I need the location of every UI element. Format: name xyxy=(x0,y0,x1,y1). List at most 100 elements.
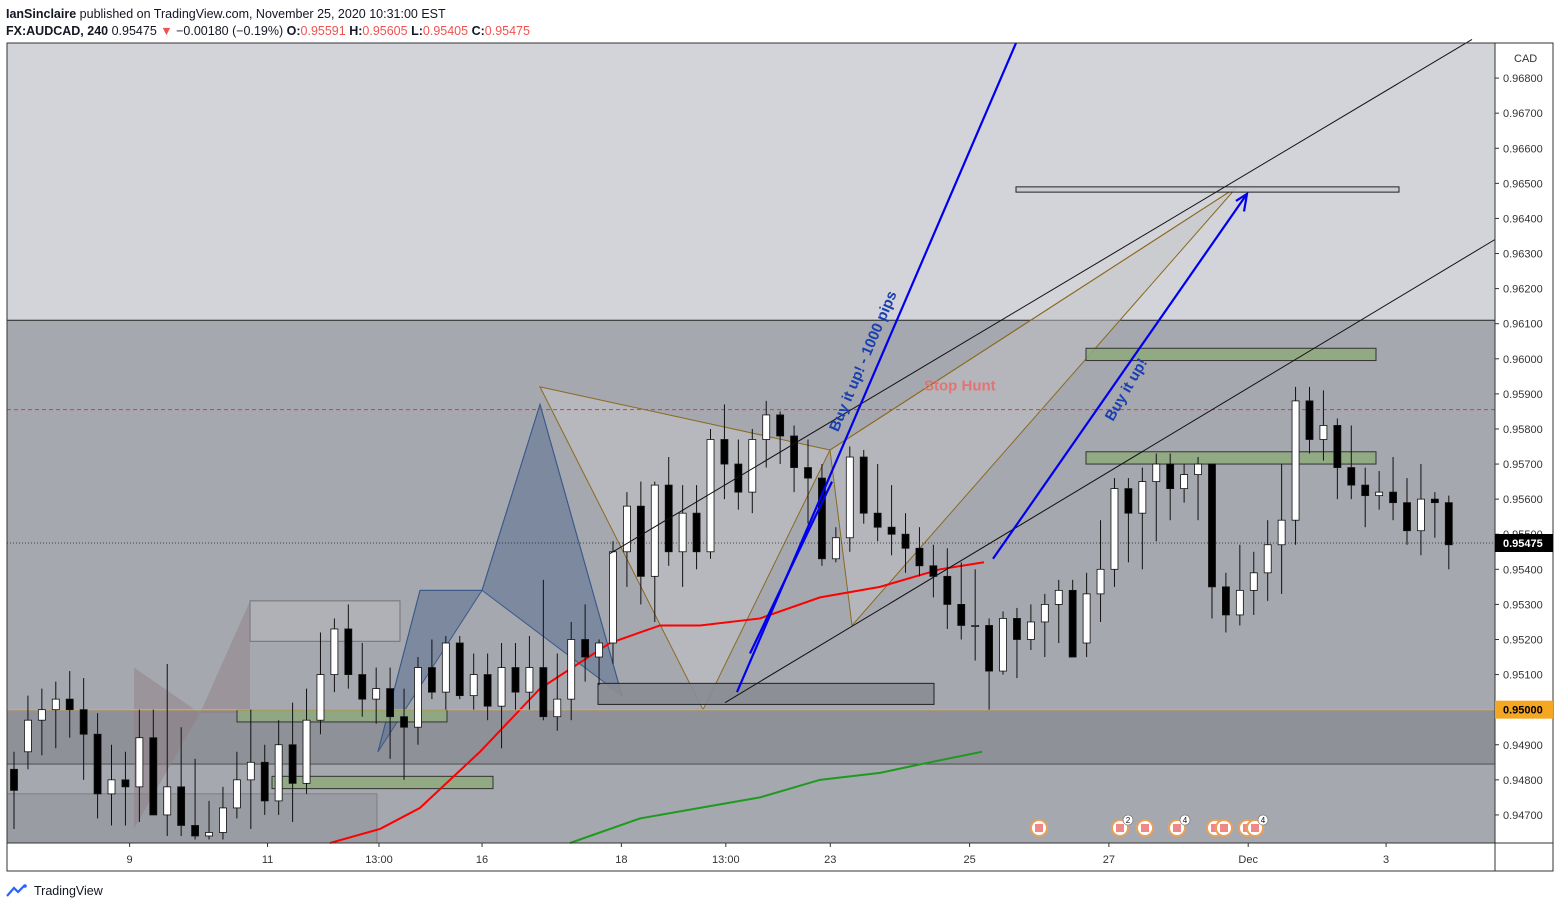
candle-body[interactable] xyxy=(469,674,478,697)
candle-body[interactable] xyxy=(1417,498,1425,532)
candle-body[interactable] xyxy=(274,744,283,802)
candle-body[interactable] xyxy=(1333,425,1342,468)
candle-body[interactable] xyxy=(1430,498,1439,504)
candle-body[interactable] xyxy=(1110,488,1119,570)
candle-body[interactable] xyxy=(748,439,757,493)
candle-body[interactable] xyxy=(344,628,353,675)
candle-body[interactable] xyxy=(372,688,381,700)
candle-body[interactable] xyxy=(831,537,840,560)
candle-body[interactable] xyxy=(135,737,144,788)
candle-body[interactable] xyxy=(232,779,241,809)
candle-body[interactable] xyxy=(790,435,798,468)
candle-body[interactable] xyxy=(678,512,687,553)
candle-body[interactable] xyxy=(191,825,199,837)
candle-body[interactable] xyxy=(1026,621,1035,640)
candle-body[interactable] xyxy=(37,709,46,721)
candle-body[interactable] xyxy=(1291,400,1300,521)
candle-body[interactable] xyxy=(985,625,993,672)
candle-body[interactable] xyxy=(1166,463,1175,490)
candle-body[interactable] xyxy=(609,551,617,644)
candle-body[interactable] xyxy=(1152,463,1161,482)
candle-body[interactable] xyxy=(1249,572,1258,591)
candle-body[interactable] xyxy=(901,533,910,549)
candle-body[interactable] xyxy=(818,477,826,560)
candle-body[interactable] xyxy=(567,639,576,700)
candle-body[interactable] xyxy=(1305,400,1314,440)
candle-body[interactable] xyxy=(873,512,882,528)
candle-body[interactable] xyxy=(1013,618,1021,640)
candle-body[interactable] xyxy=(1263,544,1272,574)
candle-body[interactable] xyxy=(1444,502,1453,546)
candle-body[interactable] xyxy=(1054,589,1063,605)
candle-body[interactable] xyxy=(734,463,743,493)
candle-body[interactable] xyxy=(623,505,631,553)
candle-body[interactable] xyxy=(1124,488,1133,514)
candle-body[interactable] xyxy=(1319,425,1328,440)
candle-body[interactable] xyxy=(1208,463,1216,588)
candle-body[interactable] xyxy=(358,674,367,700)
candle-body[interactable] xyxy=(720,439,729,465)
candle-body[interactable] xyxy=(692,512,701,553)
candle-body[interactable] xyxy=(581,639,590,658)
candle-body[interactable] xyxy=(762,414,771,440)
candle-body[interactable] xyxy=(455,642,464,697)
candle-body[interactable] xyxy=(1277,519,1286,546)
candle-body[interactable] xyxy=(957,604,966,626)
candle-body[interactable] xyxy=(65,698,74,711)
candle-body[interactable] xyxy=(776,414,785,437)
candle-body[interactable] xyxy=(1375,491,1384,497)
candle-body[interactable] xyxy=(1347,467,1356,486)
candle-body[interactable] xyxy=(10,768,18,791)
candle-body[interactable] xyxy=(497,667,506,707)
candle-body[interactable] xyxy=(330,628,339,675)
candle-body[interactable] xyxy=(1068,589,1077,658)
candle-body[interactable] xyxy=(51,698,60,711)
candle-body[interactable] xyxy=(149,737,158,816)
footer-brand[interactable]: TradingView xyxy=(34,884,103,898)
candle-body[interactable] xyxy=(316,674,325,721)
candle-body[interactable] xyxy=(246,761,255,781)
candle-body[interactable] xyxy=(971,625,980,627)
candle-body[interactable] xyxy=(386,688,395,718)
candle-body[interactable] xyxy=(804,467,812,479)
candle-body[interactable] xyxy=(1361,484,1370,497)
candle-body[interactable] xyxy=(441,642,450,693)
candle-body[interactable] xyxy=(525,667,534,693)
candle-body[interactable] xyxy=(1222,586,1230,616)
candle-body[interactable] xyxy=(1235,589,1244,616)
candle-body[interactable] xyxy=(121,779,130,788)
candle-body[interactable] xyxy=(483,674,492,707)
candle-body[interactable] xyxy=(1082,593,1091,644)
candle-body[interactable] xyxy=(414,667,422,728)
candle-body[interactable] xyxy=(163,786,172,816)
candle-body[interactable] xyxy=(302,719,311,784)
candle-body[interactable] xyxy=(219,807,227,833)
tradingview-logo-icon[interactable] xyxy=(6,884,30,898)
candle-body[interactable] xyxy=(929,565,938,577)
candle-body[interactable] xyxy=(1194,463,1202,475)
candle-body[interactable] xyxy=(24,719,32,753)
candle-body[interactable] xyxy=(1138,481,1147,514)
candle-body[interactable] xyxy=(1040,604,1049,623)
candle-body[interactable] xyxy=(595,642,603,658)
candle-body[interactable] xyxy=(650,484,659,577)
candle-body[interactable] xyxy=(1180,474,1189,490)
candle-body[interactable] xyxy=(943,575,952,605)
candle-body[interactable] xyxy=(260,761,269,802)
candle-body[interactable] xyxy=(999,618,1007,672)
candle-body[interactable] xyxy=(845,456,854,539)
candle-body[interactable] xyxy=(553,698,562,718)
candle-body[interactable] xyxy=(400,716,408,728)
candle-body[interactable] xyxy=(205,832,213,837)
author-name[interactable]: IanSinclaire xyxy=(6,7,77,21)
candle-body[interactable] xyxy=(107,779,116,795)
candle-body[interactable] xyxy=(636,505,645,577)
candle-body[interactable] xyxy=(1096,568,1105,595)
candle-body[interactable] xyxy=(1403,502,1411,532)
candle-body[interactable] xyxy=(288,744,297,784)
candle-body[interactable] xyxy=(511,667,520,693)
candle-body[interactable] xyxy=(93,733,102,795)
candle-body[interactable] xyxy=(887,526,896,535)
